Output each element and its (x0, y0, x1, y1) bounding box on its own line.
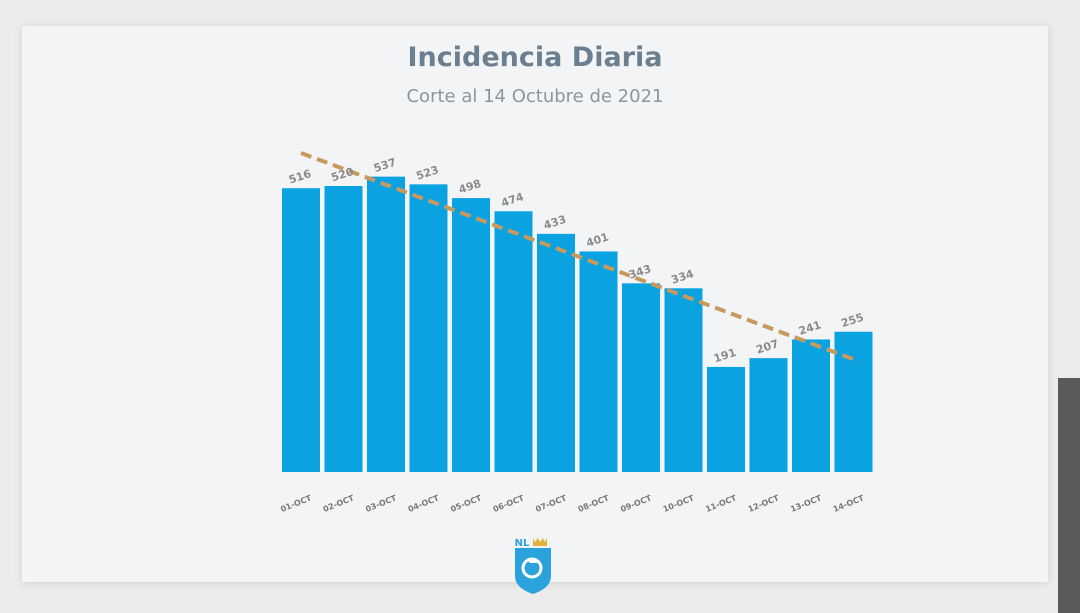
value-labels-group: 516 520 537 523 498 474 433 401 343 334 191 207 241 2… (287, 156, 865, 366)
bar-12-oct (749, 358, 788, 472)
nuevo-leon-logo: NL (511, 536, 555, 596)
window-edge (1058, 378, 1080, 613)
value-label: 516 (287, 167, 313, 187)
bar-03-oct (367, 176, 405, 472)
value-label: 401 (584, 230, 610, 249)
bar-13-oct (792, 339, 830, 472)
trendline (300, 151, 855, 362)
bar-14-oct (834, 331, 873, 472)
x-tick-label: 09-OCT (619, 493, 653, 514)
value-label: 537 (372, 156, 398, 175)
x-tick-label: 01-OCT (279, 493, 313, 514)
value-label: 334 (669, 267, 695, 287)
x-tick-labels-group: 01-OCT 02-OCT 03-OCT 04-OCT 05-OCT 06-OCT 07-O… (279, 493, 866, 514)
bar-09-oct (622, 283, 660, 472)
chart-card: Incidencia Diaria Corte al 14 Octubre de… (22, 26, 1048, 594)
x-tick-label: 08-OCT (577, 493, 611, 514)
chart-subtitle: Corte al 14 Octubre de 2021 (406, 86, 664, 107)
bar-02-oct (324, 186, 363, 472)
bar-07-oct (537, 233, 575, 472)
logo-text: NL (514, 538, 530, 549)
x-tick-label: 06-OCT (492, 493, 526, 514)
value-label: 474 (499, 190, 525, 210)
value-label: 343 (627, 262, 653, 281)
bar-05-oct (452, 198, 490, 472)
x-tick-label: 10-OCT (662, 493, 696, 514)
x-tick-label: 13-OCT (789, 493, 823, 514)
value-label: 207 (754, 337, 780, 356)
value-label: 498 (457, 177, 483, 196)
bar-10-oct (664, 288, 703, 472)
value-label: 433 (542, 213, 568, 232)
x-tick-label: 07-OCT (534, 493, 568, 514)
x-tick-label: 14-OCT (832, 493, 866, 514)
bar-06-oct (494, 211, 533, 473)
bar-08-oct (579, 251, 618, 472)
x-tick-label: 03-OCT (364, 493, 398, 514)
bar-04-oct (409, 184, 448, 472)
x-tick-label: 12-OCT (747, 493, 781, 514)
trendline-group (300, 151, 855, 362)
value-label: 523 (414, 163, 440, 182)
value-label: 520 (329, 165, 355, 185)
value-label: 255 (839, 311, 865, 330)
bar-chart: 516 520 537 523 498 474 433 401 343 334 191 207 241 2… (279, 151, 873, 514)
chart-title: Incidencia Diaria (407, 42, 663, 73)
value-label: 191 (712, 346, 738, 365)
value-label: 241 (797, 318, 823, 337)
nuevo-leon-shield-icon (515, 538, 551, 594)
x-tick-label: 11-OCT (704, 493, 738, 514)
x-tick-label: 05-OCT (449, 493, 483, 514)
bar-11-oct (707, 366, 745, 472)
bars-group (282, 176, 873, 473)
x-tick-label: 02-OCT (322, 493, 356, 514)
bar-01-oct (282, 188, 320, 472)
x-tick-label: 04-OCT (407, 493, 441, 514)
